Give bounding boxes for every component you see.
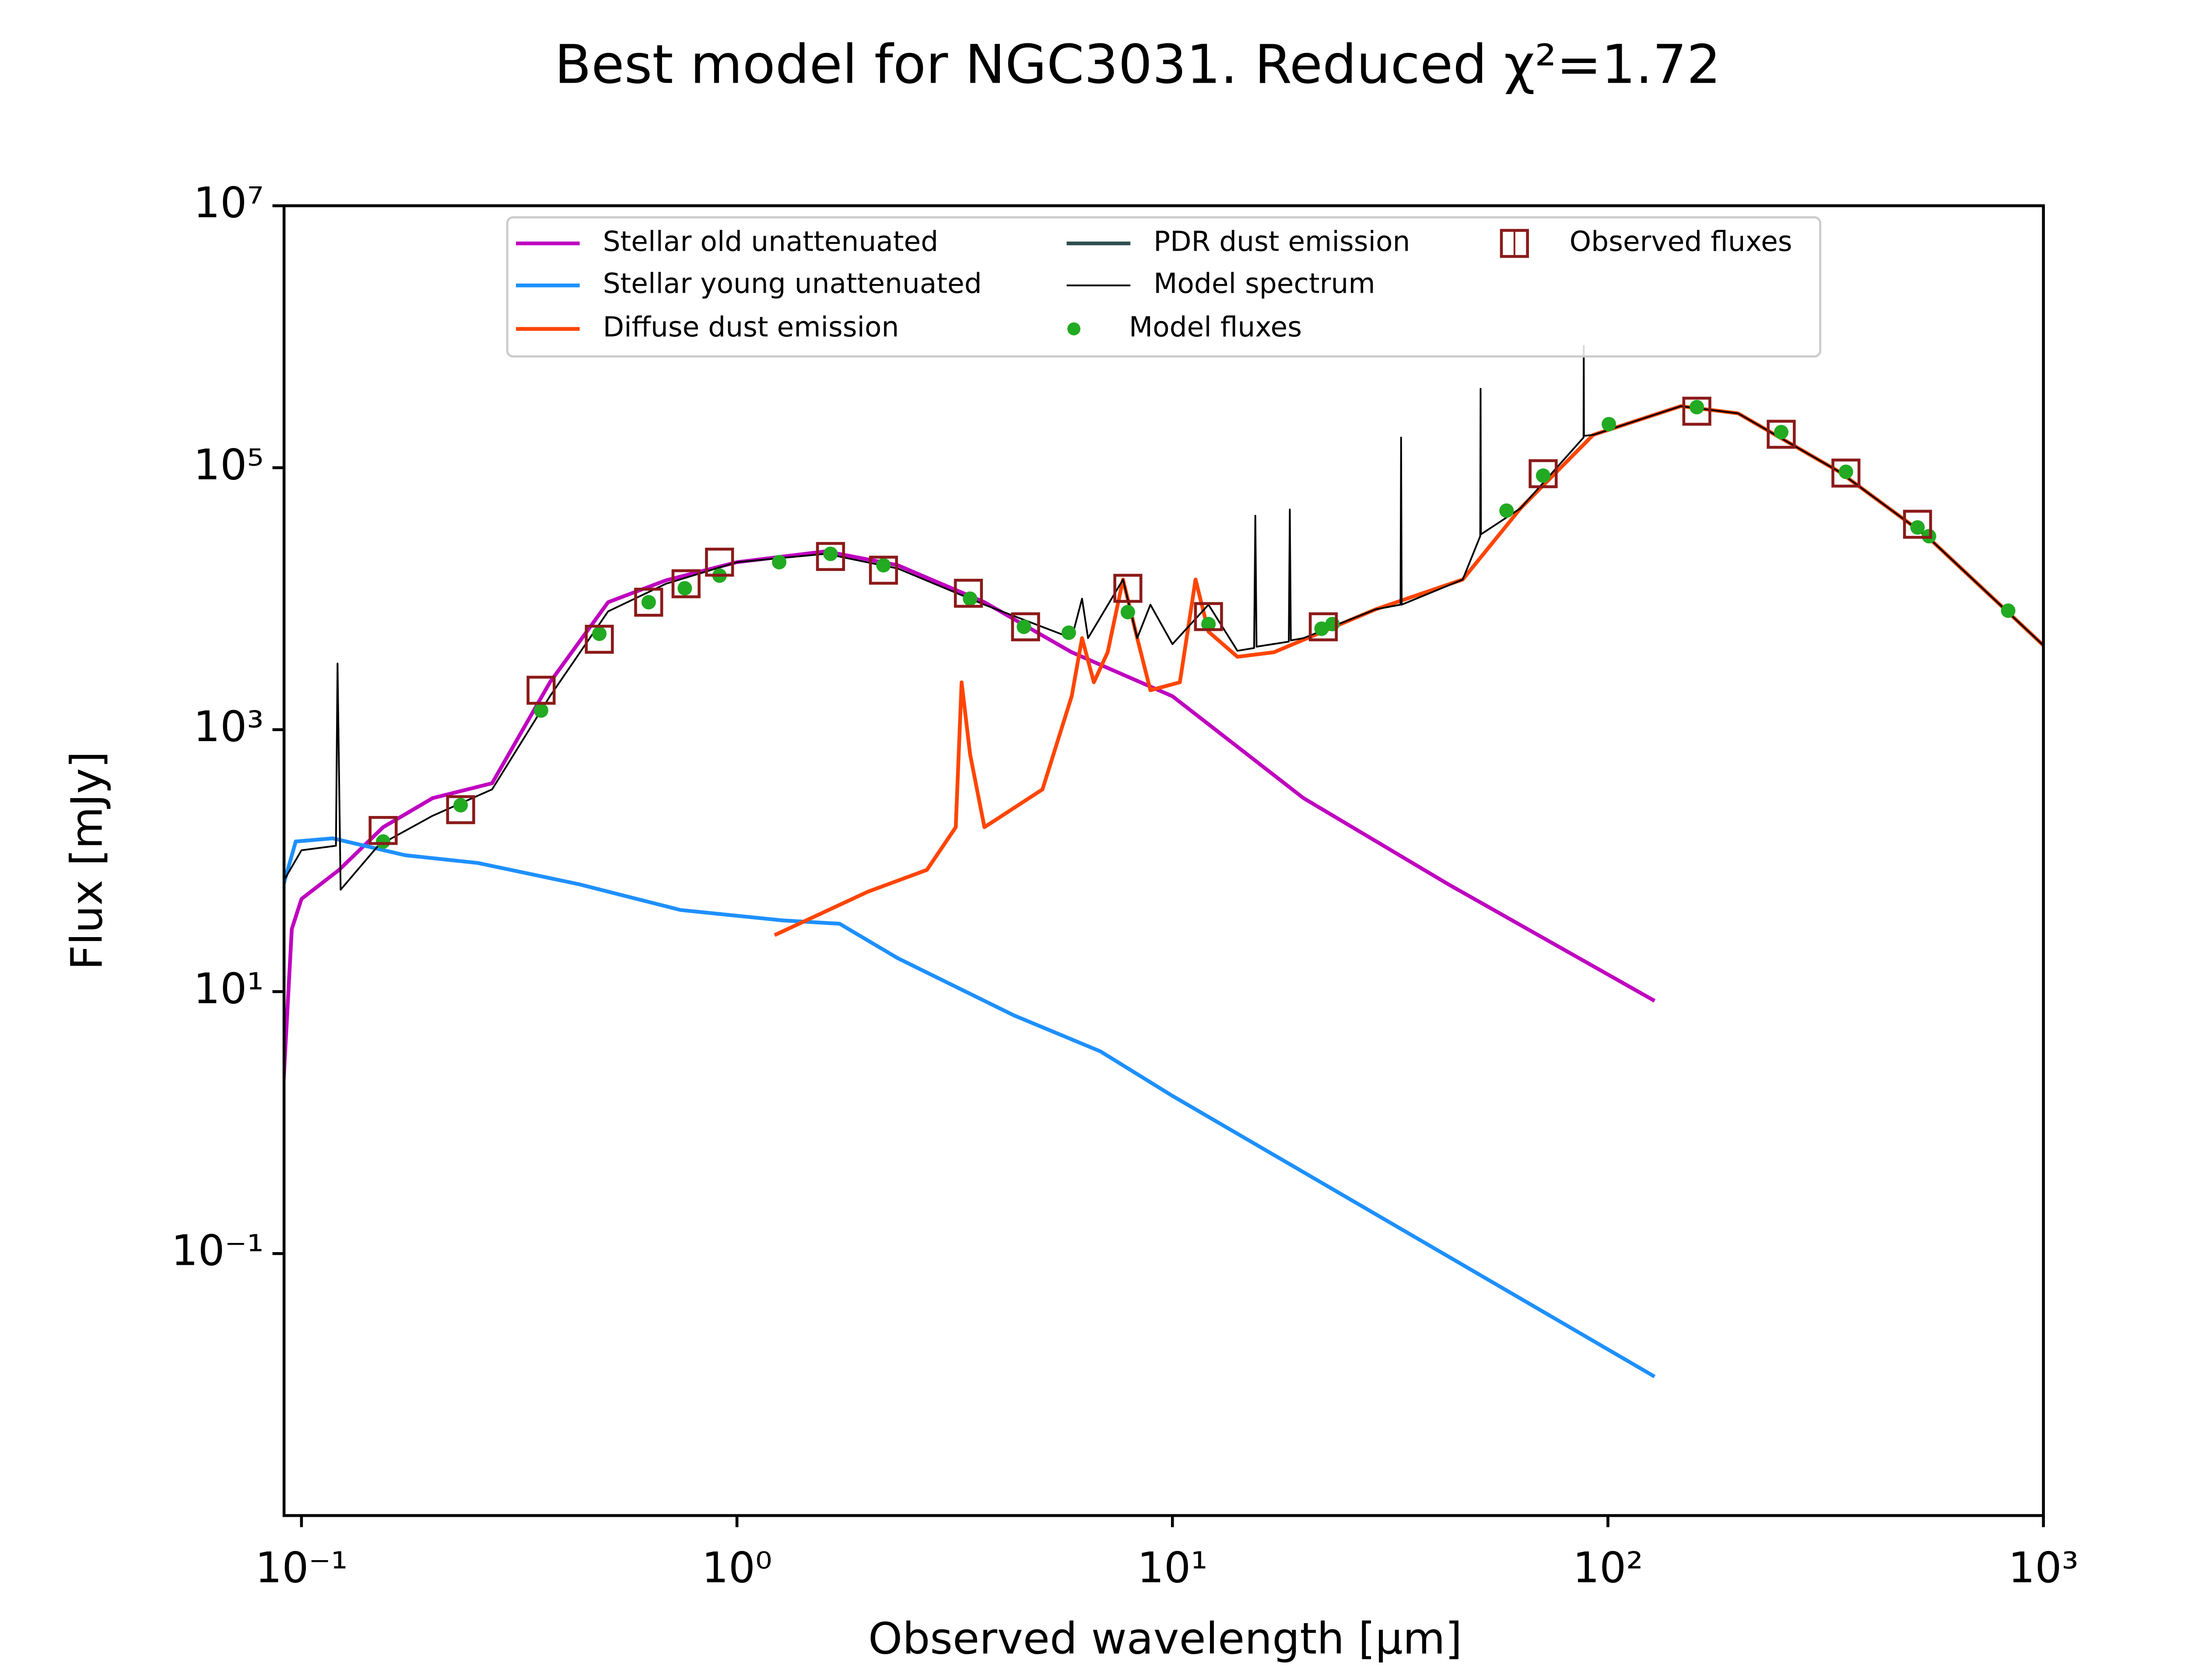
x-tick-label: 10¹ <box>1137 1543 1208 1592</box>
model-flux-point <box>823 546 838 561</box>
model-flux-point <box>1061 625 1076 640</box>
model-flux-point <box>1017 620 1031 634</box>
y-tick-label: 10⁻¹ <box>171 1226 263 1275</box>
legend-box <box>506 216 1822 358</box>
observed-flux-marker <box>446 795 475 824</box>
model-flux-point <box>1838 464 1853 480</box>
observed-flux-marker <box>634 588 663 617</box>
observed-flux-marker <box>585 625 614 654</box>
observed-flux-marker <box>705 547 734 577</box>
legend-label: Stellar old unattenuated <box>603 225 938 257</box>
model-flux-point <box>2001 603 2016 618</box>
model-flux-point <box>375 834 391 849</box>
legend-label: PDR dust emission <box>1154 225 1410 257</box>
model-flux-point <box>963 591 978 606</box>
model-flux-point <box>1774 425 1789 440</box>
y-tick-label: 10³ <box>193 702 264 751</box>
model-flux-point <box>1499 503 1514 518</box>
legend: Stellar old unattenuated Stellar young un… <box>506 216 1822 358</box>
observed-flux-marker <box>671 569 701 598</box>
observed-flux-marker <box>1682 396 1711 426</box>
observed-flux-marker <box>1529 459 1558 488</box>
x-tick-label: 10⁻¹ <box>255 1543 347 1592</box>
model-flux-point <box>677 581 692 596</box>
y-tick-label: 10⁵ <box>193 440 264 489</box>
y-tick-label: 10¹ <box>193 964 264 1013</box>
model-flux-point <box>1120 605 1135 620</box>
model-flux-point <box>1536 468 1550 483</box>
legend-label: Observed fluxes <box>1570 225 1792 257</box>
legend-label: Model fluxes <box>1129 311 1302 343</box>
observed-flux-marker <box>954 578 983 608</box>
model-flux-point <box>1201 616 1216 632</box>
axes-frame <box>282 204 2045 1517</box>
observed-flux-marker <box>1194 602 1223 631</box>
model-flux-point <box>592 626 607 641</box>
model-flux-point <box>1910 520 1925 535</box>
observed-flux-marker <box>1767 420 1796 449</box>
legend-label: Diffuse dust emission <box>603 311 899 343</box>
x-axis-label: Observed wavelength [μm] <box>868 1614 1462 1664</box>
observed-flux-marker <box>1831 458 1861 488</box>
x-tick-label: 10⁰ <box>702 1543 772 1592</box>
observed-flux-marker <box>816 542 845 571</box>
x-tick-label: 10² <box>1573 1543 1643 1592</box>
observed-flux-marker <box>1308 612 1338 641</box>
y-axis-label: Flux [mJy] <box>62 751 112 970</box>
series-line <box>284 549 1656 1081</box>
model-flux-point <box>1690 400 1704 415</box>
observed-flux-marker <box>1903 510 1932 539</box>
model-flux-point <box>453 798 468 813</box>
series-line <box>284 345 2044 891</box>
observed-flux-marker <box>869 556 898 585</box>
observed-flux-marker <box>1113 574 1143 603</box>
chart-title: Best model for NGC3031. Reduced χ²=1.72 <box>554 33 1721 95</box>
observed-flux-marker <box>526 676 556 705</box>
model-flux-point <box>876 558 891 573</box>
x-tick-label: 10³ <box>2008 1543 2079 1592</box>
legend-label: Model spectrum <box>1154 267 1375 299</box>
plot-area <box>284 345 2044 1379</box>
model-flux-point <box>533 703 549 718</box>
legend-swatch <box>1067 322 1080 336</box>
y-tick-label: 10⁷ <box>193 178 264 228</box>
series-line <box>284 836 1656 1379</box>
model-flux-point <box>641 595 656 610</box>
model-flux-point <box>1602 416 1616 432</box>
observed-flux-marker <box>368 816 398 845</box>
model-flux-point <box>1314 621 1329 636</box>
model-flux-point <box>771 555 787 570</box>
observed-flux-marker <box>1011 612 1040 641</box>
legend-label: Stellar young unattenuated <box>603 267 982 299</box>
